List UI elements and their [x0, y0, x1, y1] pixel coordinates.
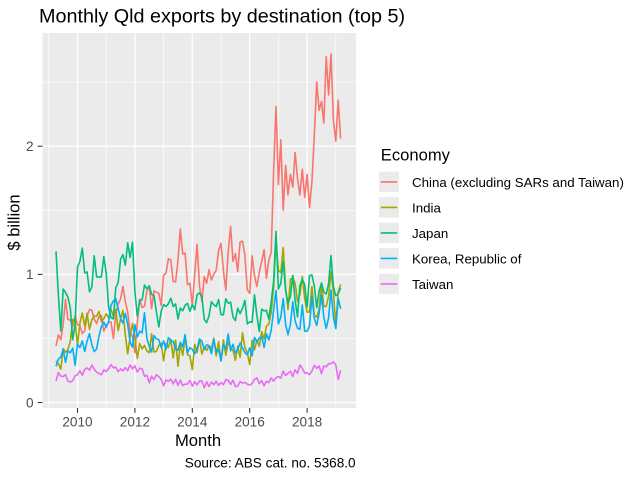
svg-text:Japan: Japan [412, 226, 448, 241]
svg-text:2: 2 [26, 139, 34, 154]
svg-text:2018: 2018 [292, 414, 322, 429]
svg-text:2014: 2014 [177, 414, 208, 429]
svg-text:$ billion: $ billion [4, 194, 23, 250]
svg-text:2016: 2016 [235, 414, 265, 429]
svg-text:2010: 2010 [62, 414, 93, 429]
svg-text:1: 1 [26, 267, 34, 282]
svg-text:China (excluding SARs and Taiw: China (excluding SARs and Taiwan) [412, 175, 624, 190]
svg-text:2012: 2012 [120, 414, 150, 429]
svg-text:0: 0 [26, 395, 34, 410]
svg-text:Source: ABS cat. no. 5368.0: Source: ABS cat. no. 5368.0 [185, 456, 356, 471]
svg-text:Economy: Economy [381, 145, 451, 164]
svg-text:Month: Month [175, 431, 221, 450]
svg-text:India: India [412, 200, 441, 215]
svg-text:Korea, Republic of: Korea, Republic of [412, 251, 522, 266]
svg-text:Monthly Qld exports by destina: Monthly Qld exports by destination (top … [39, 6, 405, 28]
svg-text:Taiwan: Taiwan [412, 277, 453, 292]
